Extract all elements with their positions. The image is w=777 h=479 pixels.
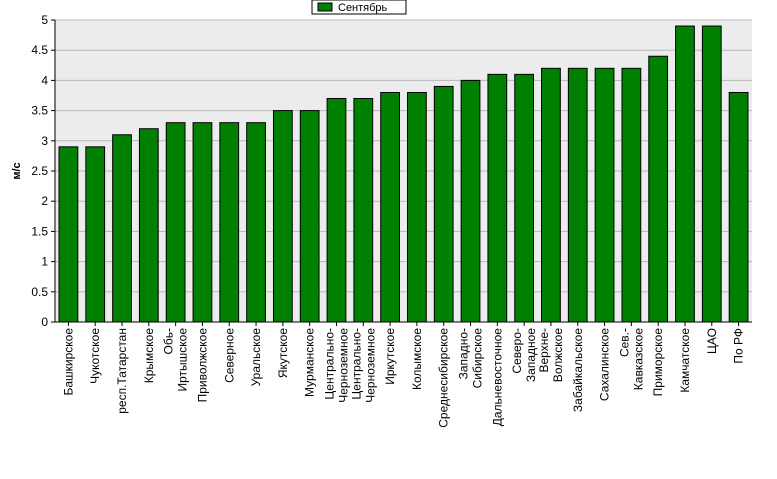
bar xyxy=(353,98,374,323)
x-tick-label: Иркутское xyxy=(383,328,397,385)
bar xyxy=(112,134,132,323)
y-tick-label: 2 xyxy=(41,194,48,208)
bar xyxy=(138,128,159,323)
x-tick-label: Мурманское xyxy=(303,328,317,397)
bar xyxy=(219,122,240,323)
bar xyxy=(58,146,79,323)
x-tick-label: По РФ xyxy=(732,328,746,364)
bar xyxy=(380,91,400,323)
x-tick-label: Колымское xyxy=(410,328,424,390)
x-tick-label: ЦАО xyxy=(705,328,719,354)
y-tick-label: 1.5 xyxy=(31,224,48,238)
y-tick-label: 4.5 xyxy=(31,43,48,57)
bar xyxy=(326,98,347,323)
bar xyxy=(460,79,481,323)
y-tick-label: 0.5 xyxy=(31,285,48,299)
y-tick-label: 3 xyxy=(41,134,48,148)
bar xyxy=(648,55,669,323)
x-tick-label: Якутское xyxy=(276,328,290,378)
y-tick-label: 5 xyxy=(41,13,48,27)
bar xyxy=(165,122,186,323)
bar xyxy=(85,146,106,323)
y-tick-label: 4 xyxy=(41,73,48,87)
x-tick-label: Дальневосточное xyxy=(490,328,504,427)
x-tick-label: Северо- xyxy=(510,328,524,374)
x-axis-ticks: Башкирское Чукотское респ.Татарстан Крымско… xyxy=(61,322,746,428)
bar xyxy=(433,85,454,323)
x-tick-label: Кавказское xyxy=(631,328,645,391)
y-axis-ticks: 0 0.5 1 1.5 2 2.5 3 3.5 4 4.5 5 xyxy=(31,13,55,329)
y-tick-label: 1 xyxy=(41,255,48,269)
x-tick-label: Центрально- xyxy=(322,328,336,400)
bar xyxy=(299,110,320,323)
x-tick-label: Обь- xyxy=(162,328,176,354)
x-tick-label: Забайкальское xyxy=(571,328,585,412)
x-tick-label: Чукотское xyxy=(88,328,102,384)
x-tick-label: Среднесибирское xyxy=(437,328,451,428)
y-tick-label: 2.5 xyxy=(31,164,48,178)
x-tick-label: Иртышское xyxy=(176,328,190,392)
x-tick-label: Западно- xyxy=(457,328,471,379)
x-tick-label: респ.Татарстан xyxy=(115,328,129,414)
x-tick-label: Приволжское xyxy=(195,328,209,403)
bar xyxy=(675,25,695,323)
bar xyxy=(407,91,427,323)
x-tick-label: Западное xyxy=(524,328,538,382)
x-tick-label: Северное xyxy=(222,328,236,383)
x-tick-label: Сибирское xyxy=(471,328,485,389)
bar xyxy=(272,110,293,323)
bar xyxy=(701,25,722,323)
bar xyxy=(246,122,266,323)
x-tick-label: Черноземное xyxy=(363,328,377,403)
legend-swatch xyxy=(317,2,333,12)
x-tick-label: Сев.- xyxy=(617,328,631,357)
x-tick-label: Камчатское xyxy=(678,328,692,393)
x-tick-label: Приморское xyxy=(651,328,665,397)
x-tick-label: Башкирское xyxy=(61,328,75,396)
x-tick-label: Крымское xyxy=(142,328,156,384)
bar xyxy=(192,122,213,323)
x-tick-label: Центрально- xyxy=(349,328,363,400)
legend-box xyxy=(311,0,407,15)
bar xyxy=(487,73,508,323)
bar xyxy=(541,67,561,323)
legend-label: Сентябрь xyxy=(338,2,388,14)
bar xyxy=(728,91,749,323)
legend: Сентябрь xyxy=(311,0,407,15)
bar xyxy=(567,67,588,323)
y-tick-label: 0 xyxy=(41,315,48,329)
bars xyxy=(58,25,749,323)
x-tick-label: Верхне- xyxy=(537,328,551,373)
x-tick-label: Черноземное xyxy=(336,328,350,403)
bar xyxy=(621,67,642,323)
x-tick-label: Уральское xyxy=(249,328,263,387)
x-tick-label: Волжское xyxy=(551,328,565,383)
bar xyxy=(594,67,615,323)
x-tick-label: Сахалинское xyxy=(598,328,612,401)
y-tick-label: 3.5 xyxy=(31,104,48,118)
bar xyxy=(514,73,535,323)
y-axis-label: м/с xyxy=(11,162,23,179)
